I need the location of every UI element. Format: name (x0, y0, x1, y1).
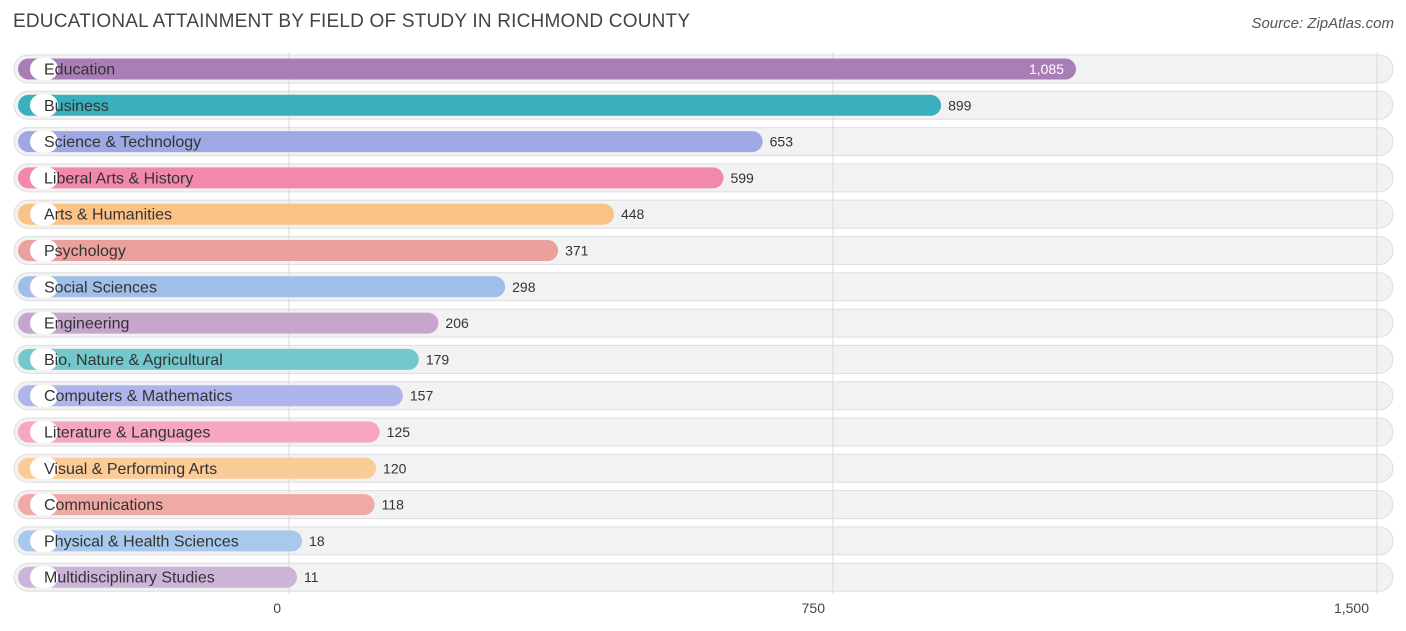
category-label: Liberal Arts & History (44, 170, 193, 187)
category-label: Business (44, 98, 109, 115)
bar (18, 203, 614, 225)
category-label: Multidisciplinary Studies (44, 570, 215, 587)
category-label: Education (44, 62, 115, 79)
category-label-pill (30, 312, 58, 335)
bar (18, 167, 724, 189)
bar (18, 457, 377, 479)
category-label: Psychology (44, 243, 126, 260)
value-label: 157 (410, 388, 434, 404)
bar (18, 58, 1076, 80)
category-label: Engineering (44, 316, 129, 333)
bar (18, 312, 439, 334)
category-label: Physical & Health Sciences (44, 533, 239, 550)
value-label: 118 (382, 497, 405, 513)
bar (18, 240, 559, 261)
category-label: Science & Technology (44, 134, 201, 151)
category-label: Communications (44, 497, 163, 514)
value-label: 1,085 (1029, 61, 1064, 77)
row-background (13, 562, 1394, 592)
value-label: 653 (770, 134, 794, 150)
value-label: 179 (426, 351, 450, 367)
value-label: 899 (948, 97, 972, 113)
category-label-pill (30, 239, 58, 262)
bar (18, 131, 763, 153)
category-label-pill (30, 566, 58, 589)
category-label: Bio, Nature & Agricultural (44, 352, 223, 369)
category-label-pill (30, 421, 58, 443)
category-label-pill (30, 166, 58, 189)
bar (18, 494, 375, 516)
value-label: 11 (304, 569, 319, 585)
category-label: Visual & Performing Arts (44, 461, 217, 478)
bar (18, 348, 419, 370)
category-label-pill (30, 529, 58, 552)
x-tick-label: 0 (273, 600, 281, 616)
category-label-pill (30, 130, 58, 153)
bars: Education 1,085 Business 899 Science & Techn… (18, 58, 1076, 589)
bar (18, 530, 303, 552)
value-label: 206 (445, 315, 469, 331)
category-label: Literature & Languages (44, 425, 210, 442)
bar (18, 94, 942, 116)
category-label-pill (30, 58, 58, 80)
category-label: Social Sciences (44, 279, 157, 296)
bar (18, 421, 380, 443)
value-label: 18 (309, 533, 325, 549)
category-label-pill (30, 457, 58, 480)
category-label: Computers & Mathematics (44, 388, 233, 405)
value-label: 371 (565, 243, 589, 259)
x-axis-ticks: 0 750 1,500 (273, 600, 1369, 616)
x-tick-label: 750 (802, 600, 826, 616)
value-label: 599 (730, 170, 754, 186)
chart-source: Source: ZipAtlas.com (1251, 15, 1394, 32)
value-label: 298 (512, 279, 536, 295)
category-label-pill (30, 94, 58, 117)
value-label: 125 (387, 424, 411, 440)
category-label-pill (30, 384, 58, 407)
category-label-pill (30, 275, 58, 298)
category-label-pill (30, 493, 58, 516)
bar (18, 276, 506, 298)
value-label: 120 (383, 460, 407, 476)
value-label: 448 (621, 206, 645, 222)
bar (18, 385, 403, 407)
category-label-pill (30, 203, 58, 226)
row-background (13, 526, 1394, 556)
x-tick-label: 1,500 (1334, 600, 1369, 616)
bar (18, 566, 297, 588)
category-label: Arts & Humanities (44, 207, 172, 224)
category-label-pill (30, 348, 58, 371)
chart-title: EDUCATIONAL ATTAINMENT BY FIELD OF STUDY… (13, 11, 691, 32)
